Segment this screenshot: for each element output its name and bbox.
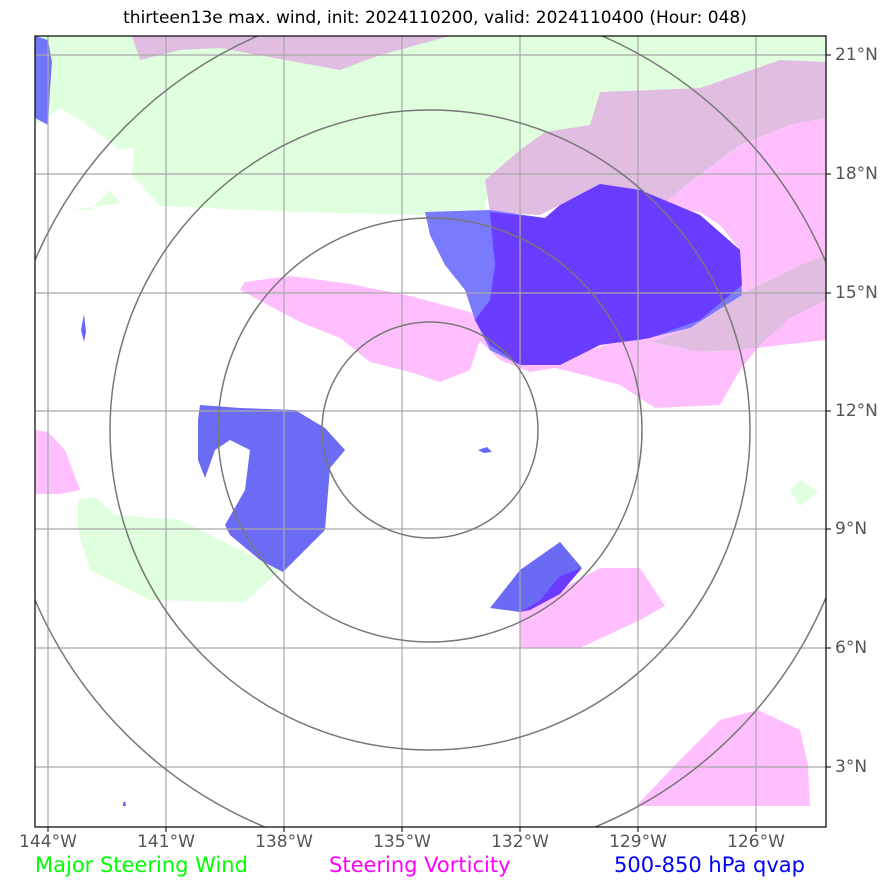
lat-label: 18°N: [835, 164, 878, 184]
vorticity-layer: [35, 118, 826, 806]
lon-label: 144°W: [19, 832, 77, 852]
qvap-west: [198, 405, 345, 572]
lon-label: 138°W: [255, 832, 313, 852]
qvap-southeast: [490, 542, 582, 612]
overlap-northeast: [485, 60, 826, 215]
ring-3: [109, 109, 751, 751]
legend-wind: Major Steering Wind: [35, 853, 248, 877]
legend-qvap: 500-850 hPa qvap: [614, 853, 805, 877]
map-title: thirteen13e max. wind, init: 2024110200,…: [123, 8, 747, 28]
vorticity-central: [240, 276, 480, 382]
lat-label: 6°N: [835, 638, 868, 658]
qvap-dot-3: [123, 801, 126, 806]
overlap-north: [132, 36, 450, 70]
map-frame: [34, 35, 827, 828]
gridlines: [35, 36, 826, 827]
ring-inner: [321, 321, 539, 539]
lon-label: 141°W: [137, 832, 195, 852]
vorticity-southeast: [520, 568, 665, 648]
vorticity-south: [636, 710, 810, 806]
legend-vorticity: Steering Vorticity: [329, 853, 511, 877]
lat-label: 3°N: [835, 757, 868, 777]
wind-area-southwest: [78, 497, 280, 602]
lon-label: 126°W: [727, 832, 785, 852]
vorticity-west: [35, 430, 80, 494]
qvap-southeast-core: [520, 568, 582, 612]
ring-2: [217, 217, 643, 643]
tick-marks: [47, 54, 831, 832]
lon-label: 132°W: [491, 832, 549, 852]
vorticity-east: [240, 118, 826, 408]
wind-area-north: [35, 36, 826, 215]
lat-label: 21°N: [835, 45, 878, 65]
wind-area-east: [790, 480, 818, 506]
lat-label: 15°N: [835, 283, 878, 303]
lat-label: 12°N: [835, 401, 878, 421]
lat-label: 9°N: [835, 519, 868, 539]
qvap-central-core: [475, 184, 742, 365]
lon-label: 129°W: [609, 832, 667, 852]
distance-rings: [35, 36, 826, 827]
qvap-dot-1: [81, 314, 86, 342]
lon-label: 135°W: [373, 832, 431, 852]
steering-wind-layer: [35, 36, 826, 602]
qvap-layer: [35, 36, 742, 806]
qvap-dot-2: [478, 447, 492, 453]
